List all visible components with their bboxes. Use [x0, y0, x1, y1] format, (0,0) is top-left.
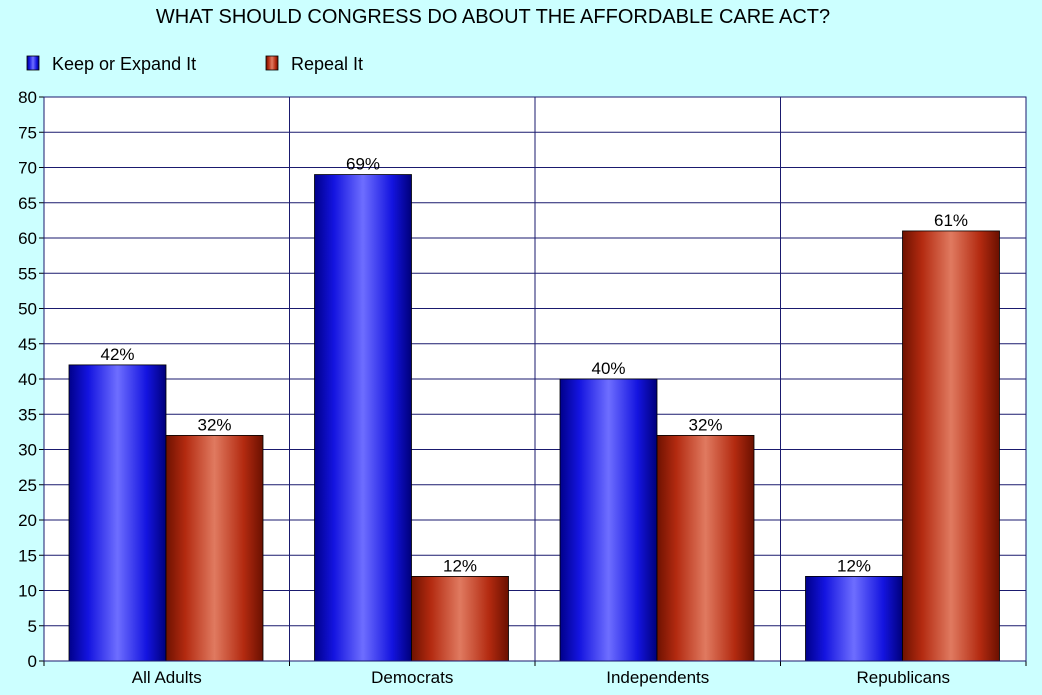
x-tick-label-1: Democrats — [371, 668, 453, 687]
x-tick-label-0: All Adults — [132, 668, 202, 687]
y-axis-ticks: 0 5 10 15 20 25 30 35 40 45 50 55 60 65 70 75 80 — [18, 88, 44, 671]
y-tick-label-15: 15 — [18, 546, 37, 565]
x-tick-label-2: Independents — [606, 668, 709, 687]
data-label-keep-3: 12% — [837, 556, 871, 575]
y-tick-label-70: 70 — [18, 159, 37, 178]
y-tick-label-75: 75 — [18, 123, 37, 142]
data-label-keep-1: 69% — [346, 155, 380, 174]
bar-repeal-3 — [902, 230, 1000, 662]
data-label-repeal-2: 32% — [688, 415, 722, 434]
data-label-keep-0: 42% — [100, 345, 134, 364]
legend-swatch-repeal — [265, 55, 279, 71]
legend-label-repeal: Repeal It — [291, 54, 363, 74]
bar-keep-1 — [314, 174, 412, 662]
y-tick-label-45: 45 — [18, 335, 37, 354]
bar-keep-3 — [805, 576, 903, 662]
y-tick-label-5: 5 — [28, 617, 37, 636]
y-tick-label-25: 25 — [18, 476, 37, 495]
y-tick-label-40: 40 — [18, 370, 37, 389]
y-tick-label-35: 35 — [18, 405, 37, 424]
legend-swatch-keep — [26, 55, 40, 71]
y-tick-label-20: 20 — [18, 511, 37, 530]
data-label-keep-2: 40% — [591, 359, 625, 378]
y-tick-label-60: 60 — [18, 229, 37, 248]
x-tick-label-3: Republicans — [856, 668, 950, 687]
bar-repeal-1 — [411, 576, 509, 662]
data-label-repeal-0: 32% — [197, 415, 231, 434]
y-tick-label-30: 30 — [18, 441, 37, 460]
bar-keep-0 — [68, 364, 167, 662]
data-labels: 42% 69% 40% 12% 32% 12% 32% 61% — [100, 155, 968, 576]
chart-title: WHAT SHOULD CONGRESS DO ABOUT THE AFFORD… — [156, 6, 830, 28]
x-axis-categories: All Adults Democrats Independents Republica… — [43, 661, 1027, 687]
bar-keep-2 — [559, 378, 658, 662]
y-tick-label-0: 0 — [28, 652, 37, 671]
y-tick-label-80: 80 — [18, 88, 37, 107]
data-label-repeal-3: 61% — [934, 211, 968, 230]
plot-border — [43, 96, 1027, 662]
y-tick-label-50: 50 — [18, 300, 37, 319]
bar-repeal-0 — [165, 434, 264, 662]
bars — [68, 174, 1000, 662]
y-tick-label-65: 65 — [18, 194, 37, 213]
legend-label-keep: Keep or Expand It — [52, 54, 196, 74]
legend: Keep or Expand It Repeal It — [26, 54, 363, 74]
y-tick-label-10: 10 — [18, 582, 37, 601]
data-label-repeal-1: 12% — [443, 556, 477, 575]
bar-repeal-2 — [656, 434, 755, 662]
y-tick-label-55: 55 — [18, 264, 37, 283]
